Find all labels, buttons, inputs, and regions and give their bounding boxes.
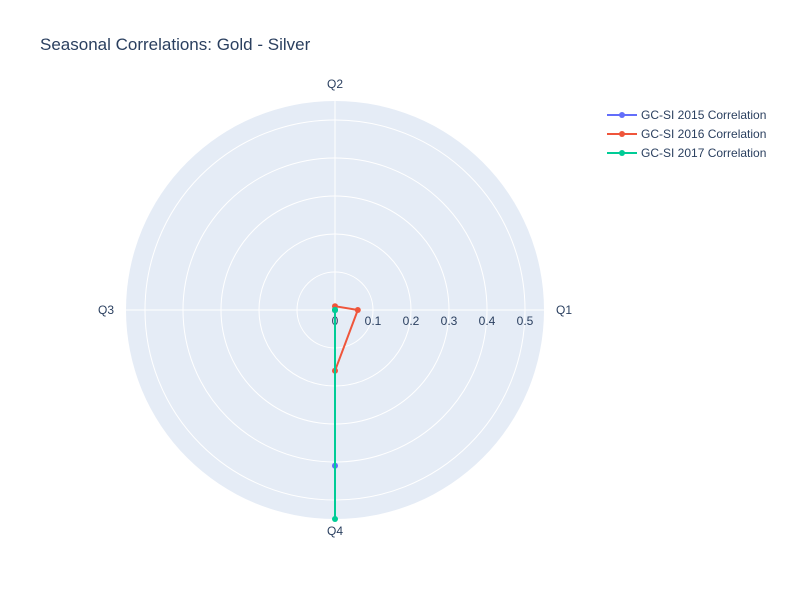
angular-label-q3: Q3 (98, 303, 114, 317)
legend[interactable]: GC-SI 2015 Correlation GC-SI 2016 Correla… (607, 108, 766, 160)
chart-title: Seasonal Correlations: Gold - Silver (40, 35, 311, 54)
radial-tick-label: 0.3 (441, 314, 458, 328)
angular-label-q2: Q2 (327, 77, 343, 91)
data-point-q4[interactable] (332, 516, 338, 522)
legend-swatch-marker (619, 150, 625, 156)
legend-item[interactable]: GC-SI 2015 Correlation (607, 108, 766, 122)
data-point-q3[interactable] (332, 307, 338, 313)
legend-item[interactable]: GC-SI 2016 Correlation (607, 127, 766, 141)
legend-swatch-marker (619, 131, 625, 137)
angular-axis-labels: Q1 Q2 Q3 Q4 (98, 77, 572, 538)
series-3 (332, 307, 338, 522)
radial-tick-label: 0.2 (403, 314, 420, 328)
legend-swatch-marker (619, 112, 625, 118)
legend-label: GC-SI 2015 Correlation (641, 108, 766, 122)
radial-tick-label: 0.1 (365, 314, 382, 328)
radial-tick-label: 0.4 (479, 314, 496, 328)
legend-item[interactable]: GC-SI 2017 Correlation (607, 146, 766, 160)
series-layer (332, 303, 361, 522)
data-point-q1[interactable] (354, 307, 361, 313)
angular-label-q4: Q4 (327, 524, 343, 538)
legend-label: GC-SI 2017 Correlation (641, 146, 766, 160)
angular-label-q1: Q1 (556, 303, 572, 317)
legend-label: GC-SI 2016 Correlation (641, 127, 766, 141)
radial-tick-label: 0.5 (517, 314, 534, 328)
radial-axis-ticks: 0 0.1 0.2 0.3 0.4 0.5 (332, 314, 534, 328)
